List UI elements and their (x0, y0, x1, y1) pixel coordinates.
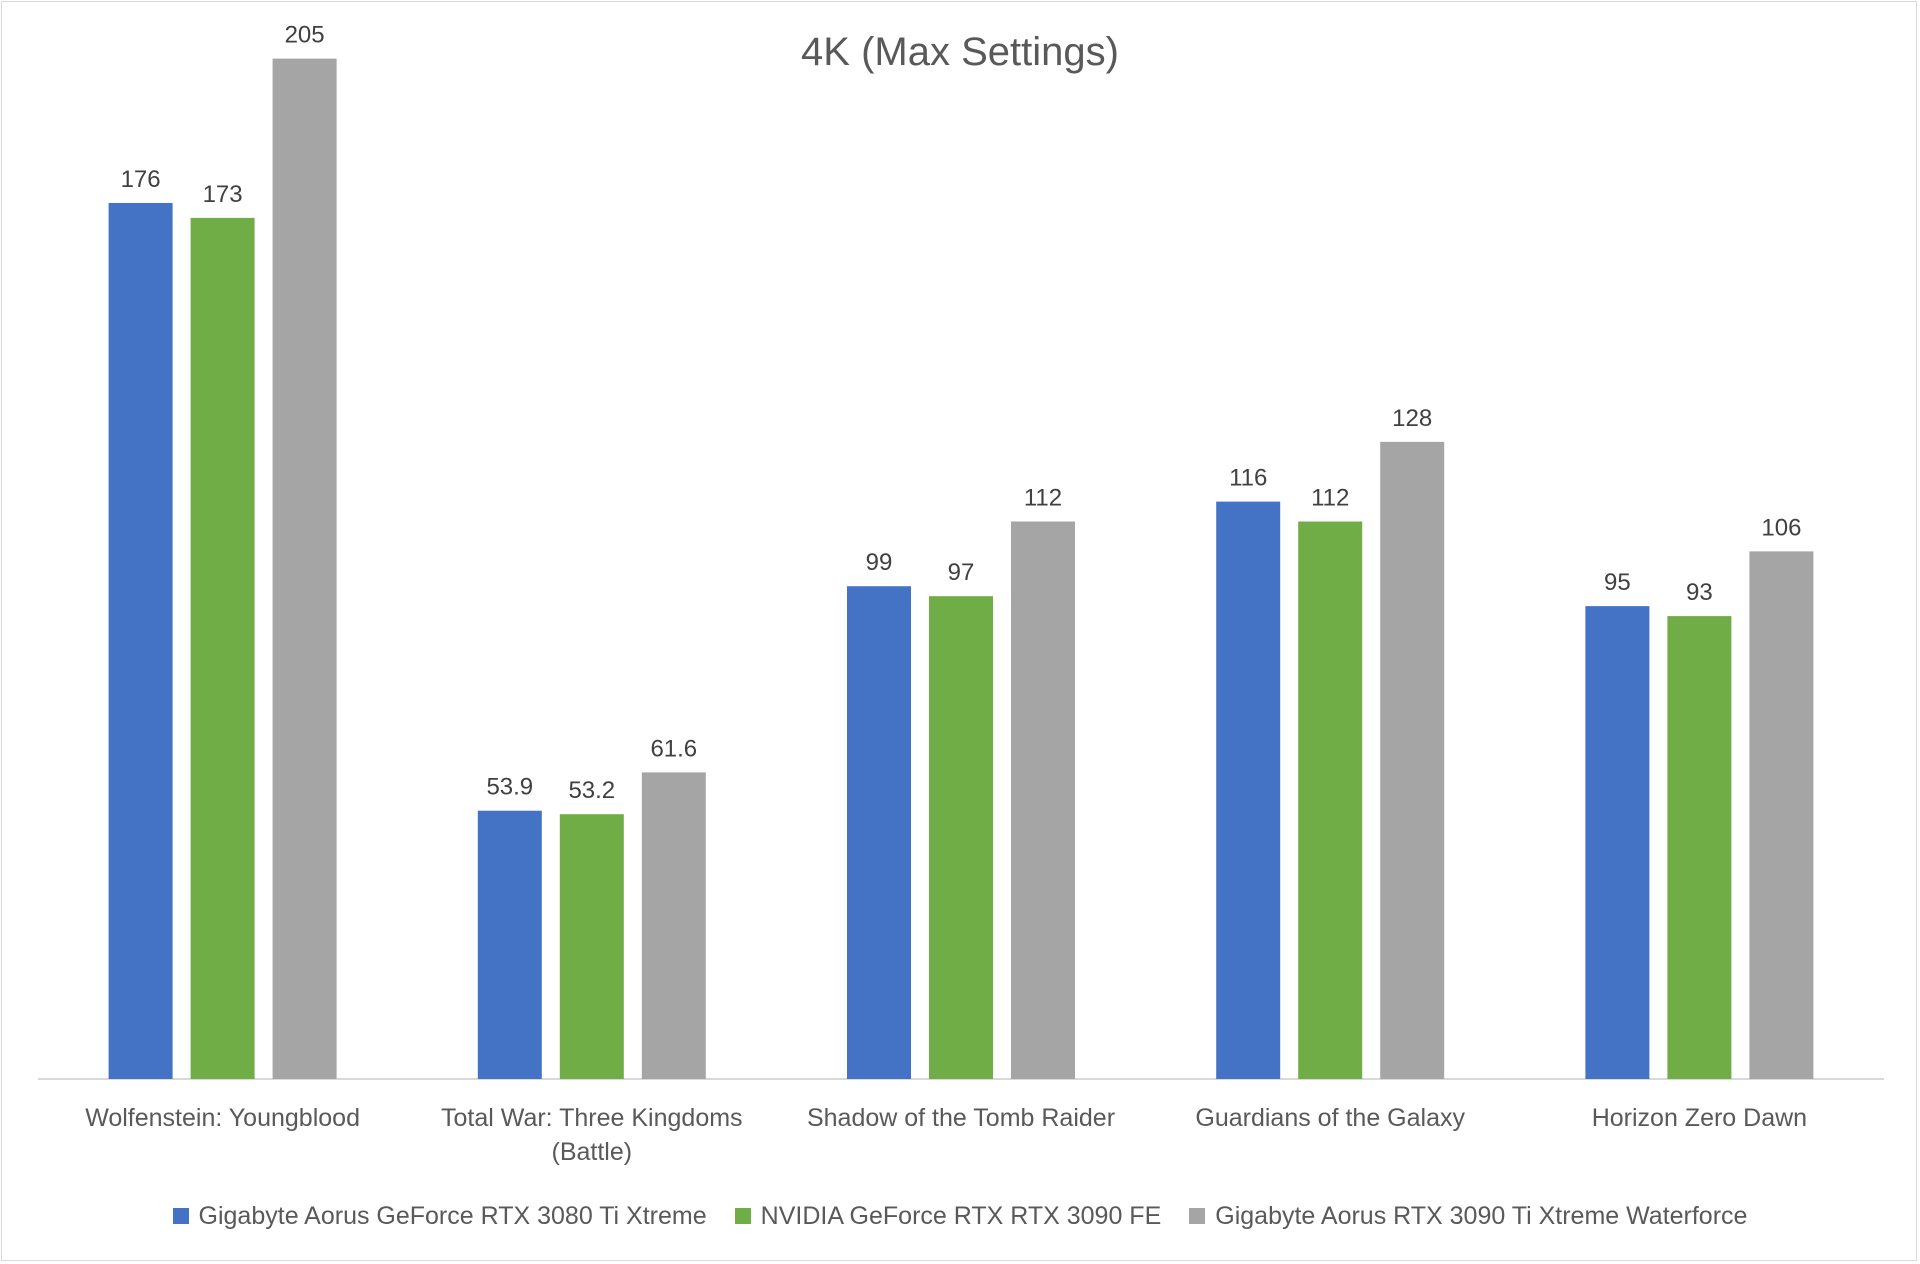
data-label: 95 (1604, 569, 1631, 596)
legend-label: Gigabyte Aorus GeForce RTX 3080 Ti Xtrem… (198, 1201, 707, 1230)
data-label: 53.2 (568, 777, 615, 804)
legend-item: NVIDIA GeForce RTX RTX 3090 FE (734, 1201, 1162, 1231)
bar (108, 202, 173, 1079)
bar (1011, 521, 1075, 1079)
data-label: 61.6 (650, 735, 697, 762)
data-label: 205 (285, 22, 325, 49)
data-label: 93 (1686, 579, 1713, 606)
data-label: 173 (203, 181, 243, 208)
x-tick-label: Horizon Zero Dawn (1592, 1104, 1807, 1132)
x-tick-label: Wolfenstein: Youngblood (85, 1104, 360, 1132)
legend-label: NVIDIA GeForce RTX RTX 3090 FE (760, 1201, 1162, 1230)
bar (847, 586, 911, 1079)
data-label: 106 (1761, 514, 1801, 541)
bar (1585, 606, 1650, 1079)
bar (559, 814, 624, 1079)
bar (272, 58, 337, 1080)
x-tick-label: (Battle) (552, 1138, 633, 1166)
data-label: 97 (948, 559, 975, 586)
x-tick-labels-group: Wolfenstein: Youngblood Total War: Three … (85, 1104, 1807, 1166)
legend-label: Gigabyte Aorus RTX 3090 Ti Xtreme Waterf… (1215, 1201, 1748, 1230)
bar (477, 810, 542, 1079)
bar (929, 596, 993, 1079)
x-tick-label: Shadow of the Tomb Raider (807, 1104, 1115, 1132)
legend-swatch (1189, 1208, 1206, 1224)
bar (641, 772, 706, 1079)
bar (1216, 501, 1281, 1079)
data-label: 116 (1229, 465, 1267, 492)
bar (1749, 551, 1814, 1079)
legend-swatch (734, 1208, 751, 1224)
chart-title: 4K (Max Settings) (801, 30, 1119, 74)
data-label: 53.9 (486, 774, 533, 801)
legend-item: Gigabyte Aorus RTX 3090 Ti Xtreme Waterf… (1189, 1202, 1747, 1231)
bars-group (108, 58, 1814, 1080)
x-tick-label: Total War: Three Kingdoms (441, 1104, 743, 1132)
bar (1380, 441, 1445, 1079)
data-label: 112 (1024, 485, 1062, 512)
bar (1667, 616, 1732, 1079)
x-tick-label: Guardians of the Galaxy (1195, 1104, 1465, 1132)
legend-item: Gigabyte Aorus GeForce RTX 3080 Ti Xtrem… (172, 1201, 707, 1231)
data-label: 99 (866, 549, 893, 576)
bar (1298, 521, 1363, 1079)
data-label: 176 (121, 166, 161, 193)
data-labels-group: 176 173 205 53.9 53.2 61.6 99 97 112 116 112 128 95 9… (121, 22, 1802, 805)
data-label: 112 (1311, 485, 1349, 512)
legend-swatch (172, 1208, 189, 1224)
data-label: 128 (1392, 405, 1432, 432)
bar (190, 217, 255, 1079)
legend: Gigabyte Aorus GeForce RTX 3080 Ti Xtrem… (0, 1198, 1920, 1234)
